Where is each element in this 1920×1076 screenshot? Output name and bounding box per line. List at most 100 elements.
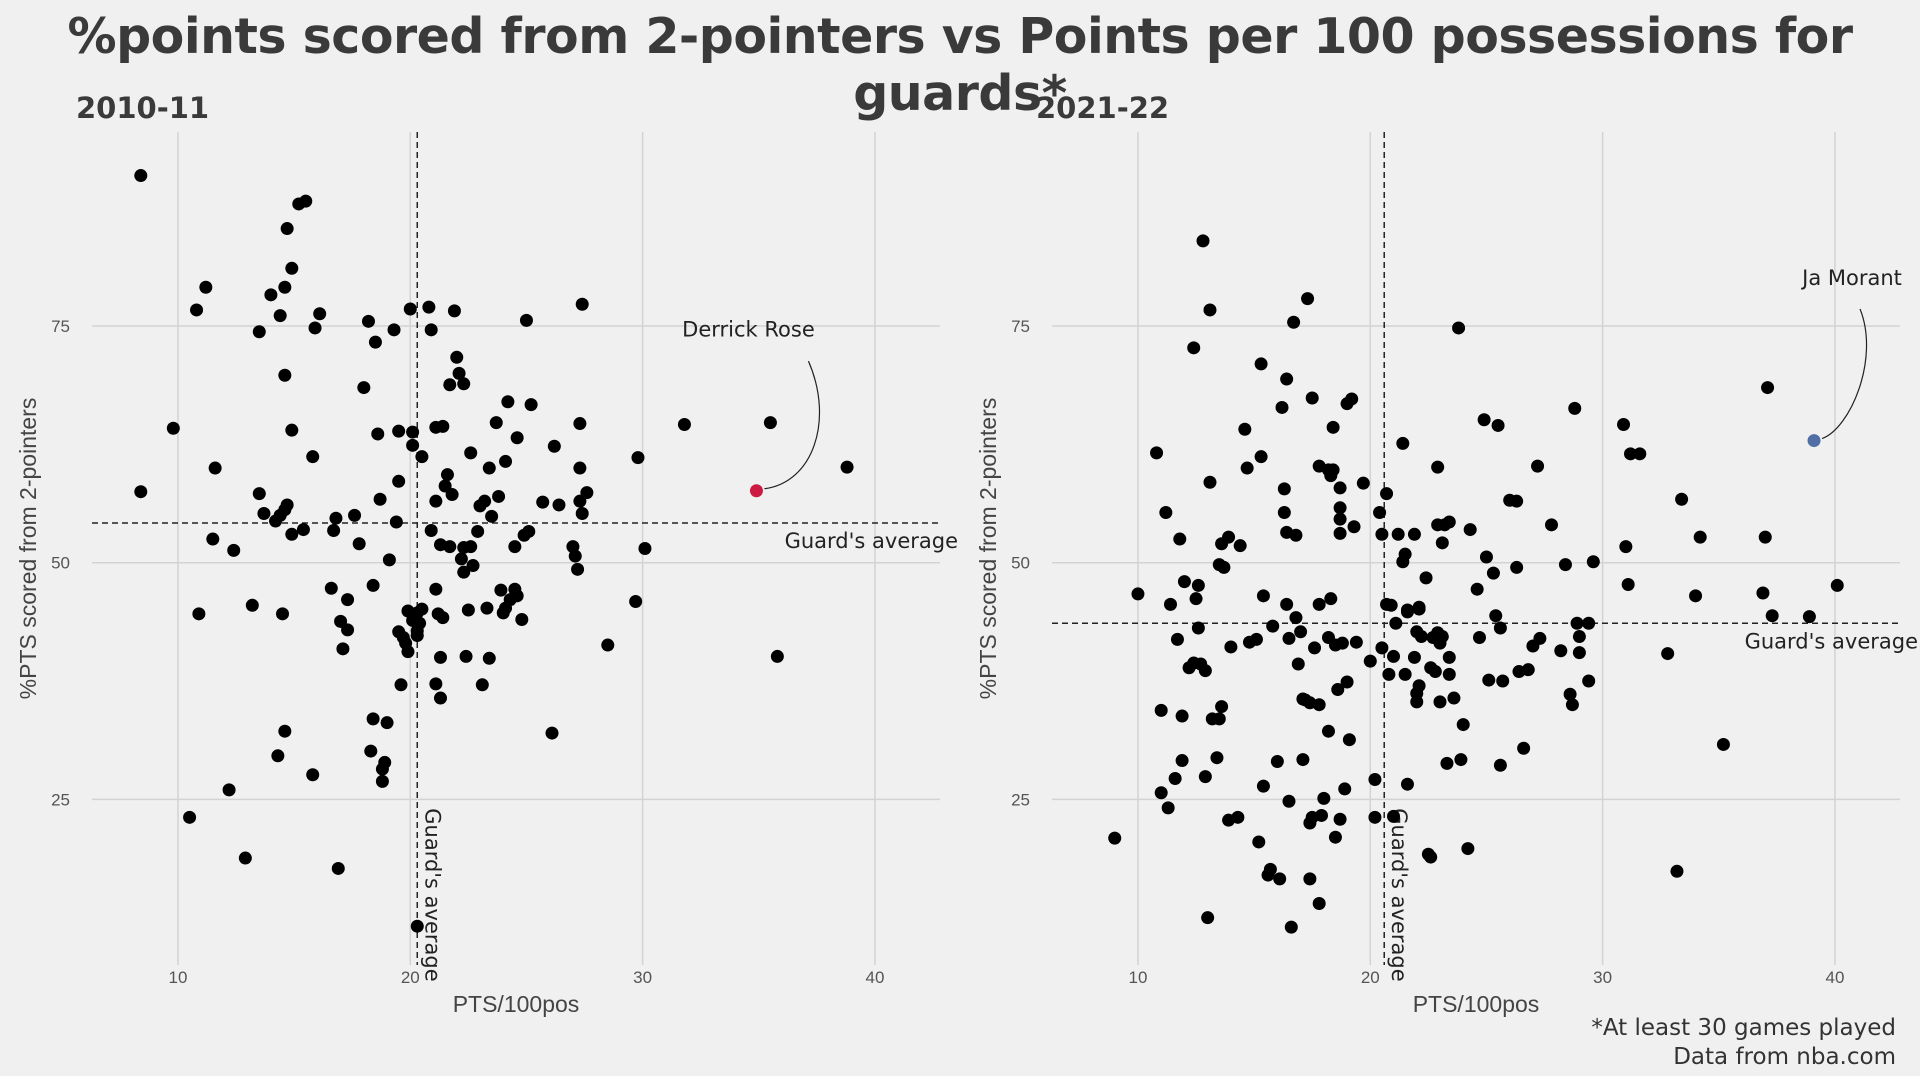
data-point [1407, 527, 1421, 541]
data-point [1249, 632, 1263, 646]
data-point [1317, 791, 1331, 805]
data-point [1254, 450, 1268, 464]
data-point [1198, 770, 1212, 784]
data-point [422, 300, 436, 314]
data-point [375, 774, 389, 788]
data-point [489, 416, 503, 430]
data-point [1315, 808, 1329, 822]
data-point [1326, 420, 1340, 434]
data-point [1275, 400, 1289, 414]
data-point [364, 744, 378, 758]
data-point [324, 581, 338, 595]
data-point [1163, 597, 1177, 611]
data-point [1338, 782, 1352, 796]
data-point [457, 377, 471, 391]
data-point [510, 431, 524, 445]
y-tick-label: 75 [1011, 317, 1030, 336]
data-point [327, 524, 341, 538]
data-point [1558, 558, 1572, 572]
x-tick-label: 10 [1129, 968, 1148, 987]
data-point [1240, 461, 1254, 475]
data-point [1273, 872, 1287, 886]
data-point [1521, 663, 1535, 677]
data-point [1345, 392, 1359, 406]
x-tick-label: 10 [169, 968, 188, 987]
data-point [547, 439, 561, 453]
data-point [429, 582, 443, 596]
data-point [575, 297, 589, 311]
data-point [1333, 512, 1347, 526]
x-axis-label: PTS/100pos [1413, 991, 1540, 1017]
data-point [1431, 460, 1445, 474]
data-point [190, 303, 204, 317]
data-point [1373, 506, 1387, 520]
data-point [1277, 506, 1291, 520]
data-point [1331, 683, 1345, 697]
data-point [1342, 733, 1356, 747]
data-point [280, 222, 294, 236]
data-point [1472, 630, 1486, 644]
data-point [519, 313, 533, 327]
data-point [1177, 575, 1191, 589]
y-tick-label: 25 [51, 790, 70, 809]
data-point [415, 450, 429, 464]
data-point [1758, 530, 1772, 544]
average-label-vertical: Guard's average [420, 808, 444, 981]
data-point [1756, 586, 1770, 600]
data-point [368, 335, 382, 349]
data-point [134, 169, 148, 183]
data-point [1150, 446, 1164, 460]
data-point [401, 645, 415, 659]
data-point [208, 461, 222, 475]
x-tick-label: 30 [1593, 968, 1612, 987]
data-point [296, 523, 310, 537]
data-point [1716, 737, 1730, 751]
data-point [568, 549, 582, 563]
panel-2021-22: 10 20 30 40 25 50 75 2021-22 PTS/100pos %PTS scor… [975, 91, 1918, 1017]
data-point [1384, 598, 1398, 612]
data-point [1391, 527, 1405, 541]
data-point [1830, 578, 1844, 592]
data-point [1347, 520, 1361, 534]
data-point [306, 768, 320, 782]
average-label-horizontal: Guard's average [1745, 629, 1918, 653]
data-point [1280, 597, 1294, 611]
data-point [1326, 463, 1340, 477]
data-point [1398, 667, 1412, 681]
data-point [1282, 631, 1296, 645]
data-point [1201, 911, 1215, 925]
x-tick-label: 20 [401, 968, 420, 987]
highlight-point [1807, 434, 1821, 448]
data-point [1212, 712, 1226, 726]
data-point [1380, 487, 1394, 501]
data-point [1802, 610, 1816, 624]
data-point [1296, 753, 1310, 767]
data-point [341, 593, 355, 607]
data-point [1440, 756, 1454, 770]
data-point [1382, 667, 1396, 681]
data-point [1689, 589, 1703, 603]
data-point [1356, 476, 1370, 490]
data-point [515, 612, 529, 626]
data-point [410, 919, 424, 933]
data-point [1154, 786, 1168, 800]
data-point [1765, 609, 1779, 623]
data-point [1442, 515, 1456, 529]
data-point [1222, 530, 1236, 544]
data-point [1321, 724, 1335, 738]
data-point [1308, 641, 1322, 655]
data-point [1363, 654, 1377, 668]
data-point [373, 492, 387, 506]
footnote-line: *At least 30 games played [1591, 1015, 1896, 1041]
data-point [1198, 664, 1212, 678]
data-point [1196, 234, 1210, 248]
data-point [1131, 587, 1145, 601]
data-point [1270, 754, 1284, 768]
highlight-label: Derrick Rose [682, 317, 815, 341]
data-point [436, 419, 450, 433]
data-point [1568, 401, 1582, 415]
data-point [1554, 644, 1568, 658]
data-point [1294, 625, 1308, 639]
